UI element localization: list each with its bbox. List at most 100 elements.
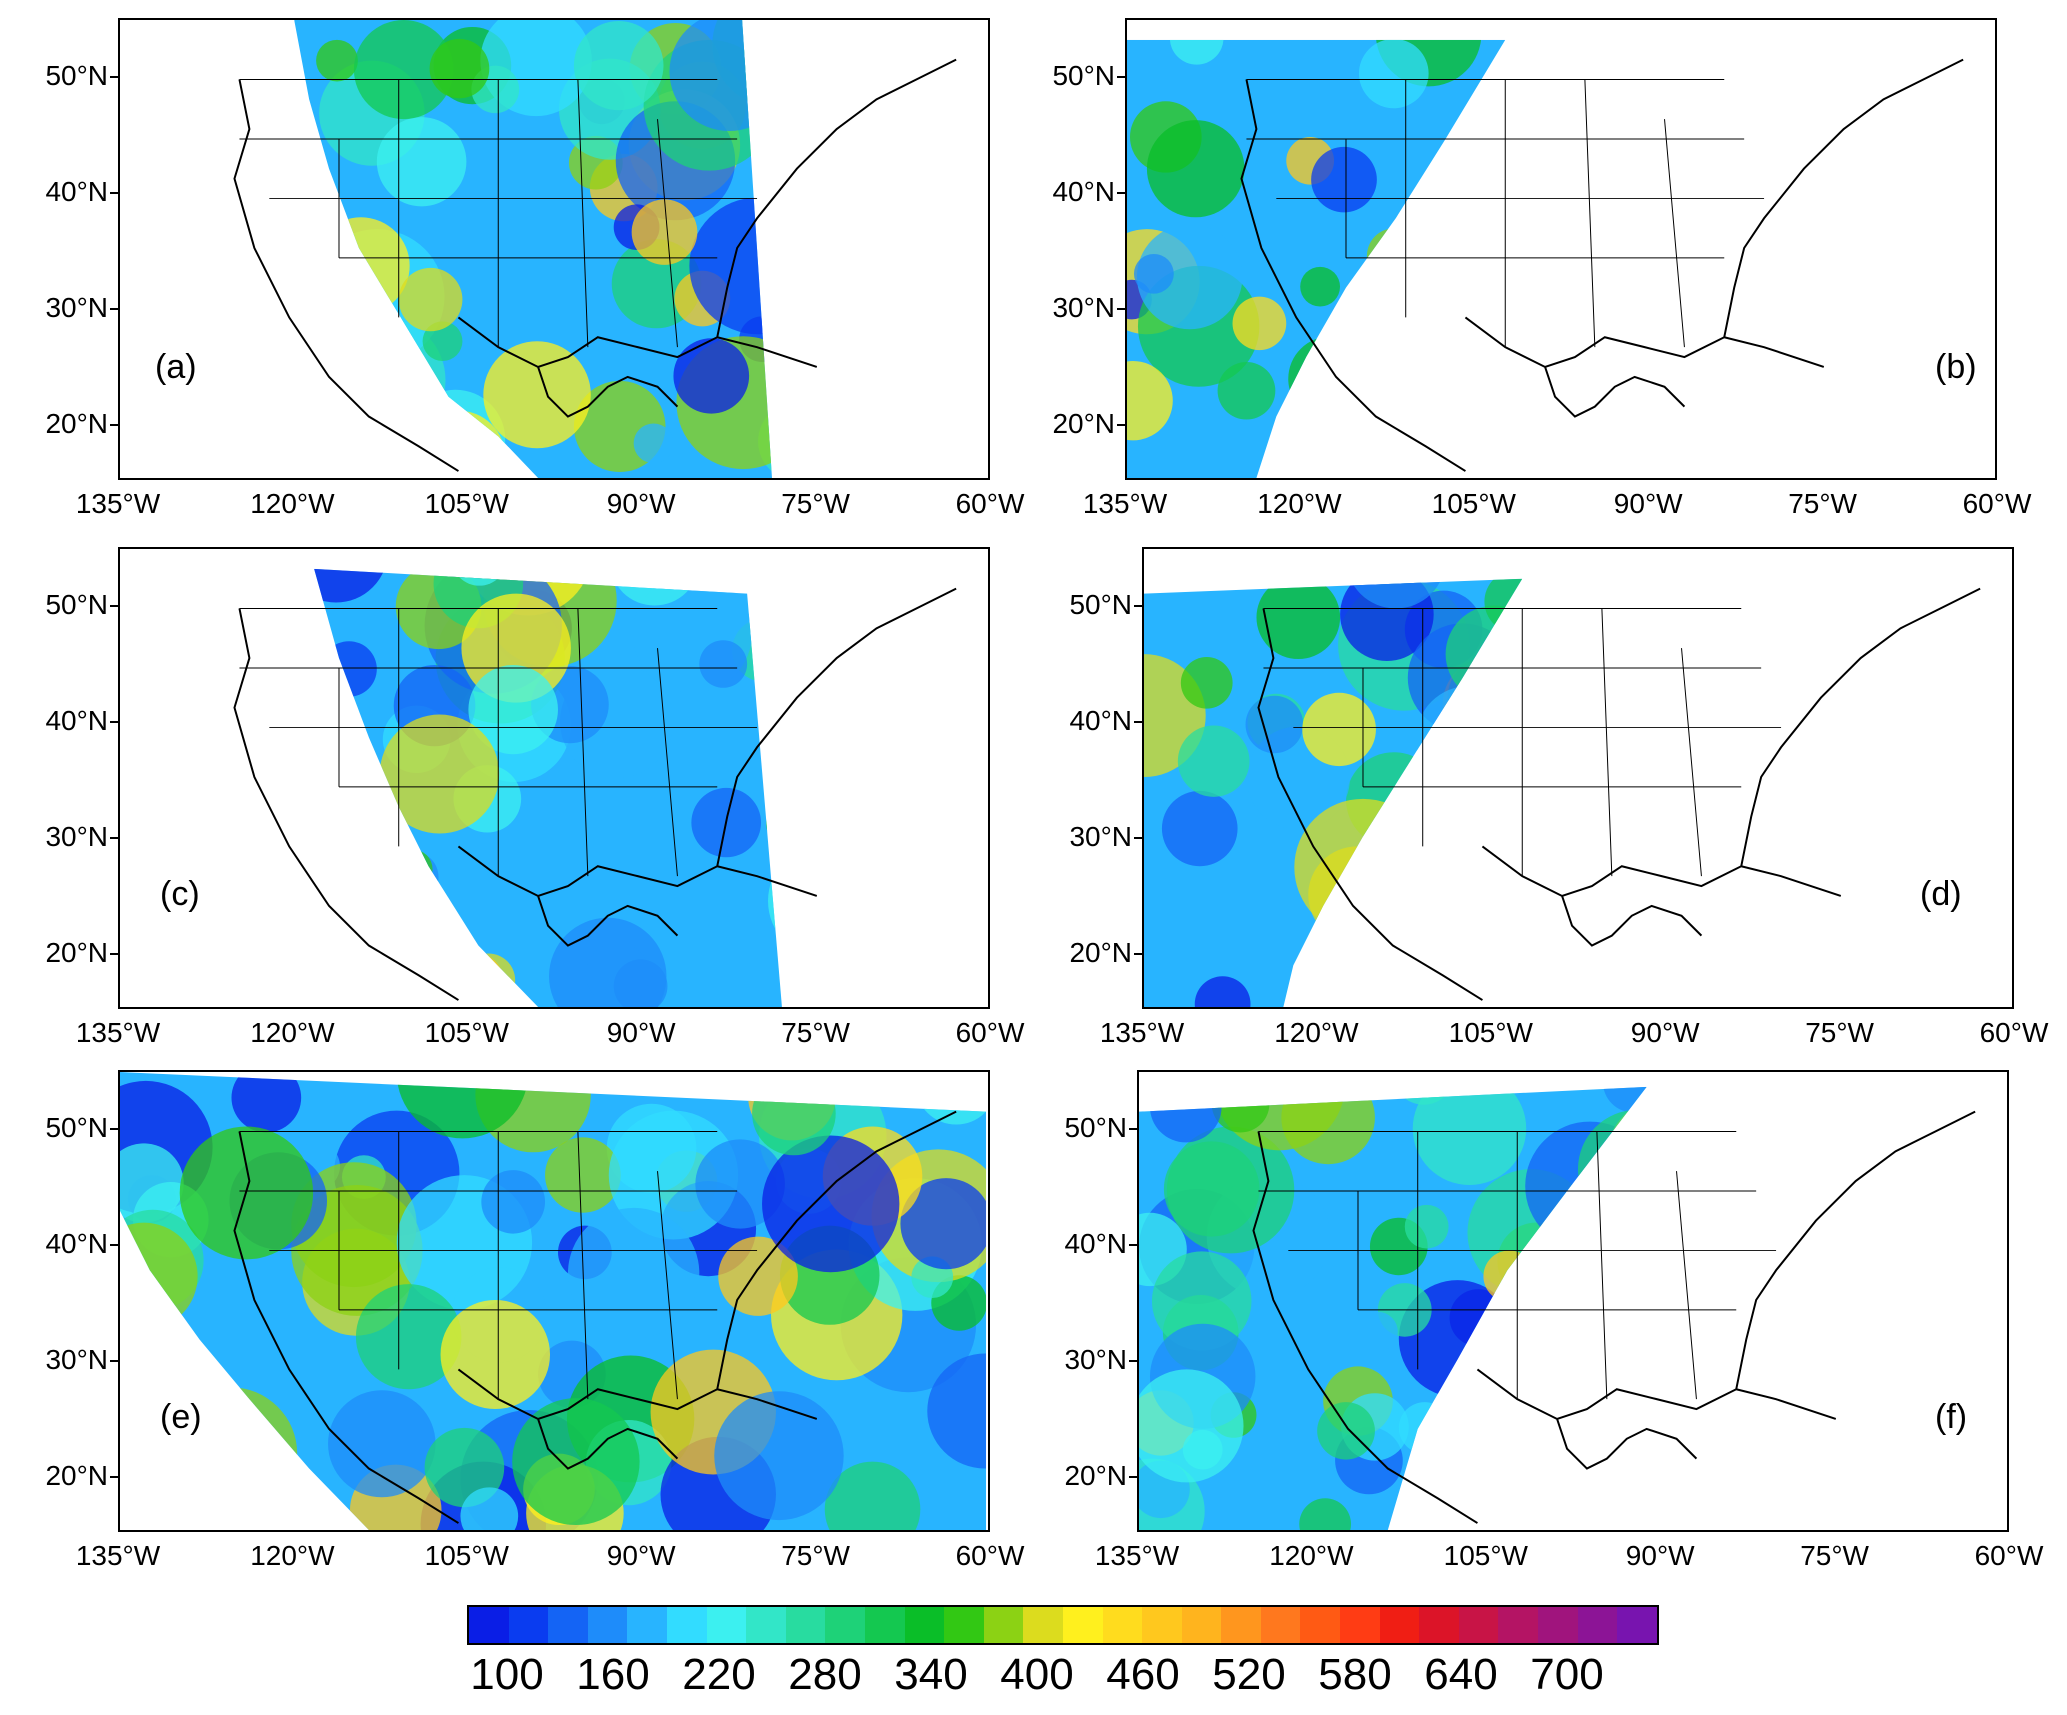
- map-panel-f: [1137, 1070, 2009, 1532]
- retrieval-field: [314, 568, 782, 1007]
- colorbar-swatch: [706, 1607, 747, 1643]
- map-panel-d: [1142, 547, 2014, 1009]
- colorbar-tick-label: 280: [788, 1650, 862, 1699]
- lat-tick-label: 40°N: [1064, 1228, 1127, 1259]
- colorbar-tick-label: 580: [1318, 1650, 1392, 1699]
- lon-tick-label: 120°W: [1257, 488, 1342, 519]
- lat-tick: [110, 953, 118, 955]
- retrieval-field: [1127, 39, 1506, 478]
- map-svg: [120, 1072, 987, 1530]
- lon-tick-label: 105°W: [1431, 488, 1516, 519]
- lat-tick: [1117, 424, 1125, 426]
- colorbar-swatch: [1142, 1607, 1182, 1643]
- lat-tick: [1129, 1128, 1137, 1130]
- colorbar-swatch: [785, 1607, 826, 1643]
- lat-tick: [110, 605, 118, 607]
- colorbar-swatch: [1419, 1607, 1459, 1643]
- map-svg: [1127, 39, 1964, 478]
- lon-tick-label: 135°W: [1082, 488, 1168, 519]
- panel-label: (b): [1935, 348, 1977, 386]
- state-borders: [1246, 78, 1765, 348]
- lat-tick: [1134, 721, 1142, 723]
- retrieval-field: [1139, 1086, 1647, 1530]
- state-borders: [239, 1130, 758, 1400]
- lat-tick-label: 20°N: [45, 937, 108, 968]
- lon-tick-label: 60°W: [955, 488, 1025, 519]
- retrieval-field: [294, 20, 772, 478]
- lat-tick: [110, 424, 118, 426]
- colorbar-swatch: [508, 1607, 549, 1643]
- colorbar-swatch: [1379, 1607, 1420, 1643]
- lat-tick-label: 50°N: [1064, 1112, 1127, 1143]
- colorbar: [467, 1605, 1659, 1645]
- lon-tick-label: 90°W: [1630, 1017, 1700, 1048]
- lat-tick-label: 40°N: [45, 176, 108, 207]
- map-svg: [1139, 1086, 1976, 1530]
- lat-tick: [1129, 1476, 1137, 1478]
- colorbar-swatch: [1181, 1607, 1222, 1643]
- colorbar-swatch: [1102, 1607, 1143, 1643]
- lat-tick-label: 40°N: [1069, 705, 1132, 736]
- panel-label: (e): [160, 1398, 202, 1436]
- panel-label: (f): [1935, 1398, 1968, 1436]
- lon-tick-label: 75°W: [781, 488, 850, 519]
- lat-tick-label: 20°N: [45, 408, 108, 439]
- panel-label: (c): [160, 875, 200, 913]
- lat-tick-label: 40°N: [1052, 176, 1115, 207]
- lon-tick-label: 75°W: [1805, 1017, 1874, 1048]
- map-panel-c: [118, 547, 990, 1009]
- coastline: [233, 58, 957, 472]
- colorbar-tick-label: 100: [470, 1650, 544, 1699]
- lon-tick-label: 75°W: [781, 1540, 850, 1571]
- lon-tick-label: 90°W: [606, 1540, 676, 1571]
- colorbar-swatch: [548, 1607, 588, 1643]
- colorbar-tick-label: 160: [576, 1650, 650, 1699]
- colorbar-swatch: [627, 1607, 667, 1643]
- lat-tick: [1117, 192, 1125, 194]
- colorbar-tick-label: 700: [1530, 1650, 1604, 1699]
- lon-tick-label: 90°W: [606, 1017, 676, 1048]
- colorbar-swatch: [666, 1607, 707, 1643]
- lon-tick-label: 60°W: [1974, 1540, 2044, 1571]
- lat-tick-label: 30°N: [45, 292, 108, 323]
- lat-tick: [110, 721, 118, 723]
- colorbar-tick-label: 340: [894, 1650, 968, 1699]
- lat-tick: [110, 837, 118, 839]
- map-panel-a: [118, 18, 990, 480]
- state-borders: [1258, 1130, 1777, 1400]
- lat-tick-label: 20°N: [1064, 1460, 1127, 1491]
- colorbar-swatch: [1577, 1607, 1618, 1643]
- lon-tick-label: 135°W: [75, 488, 161, 519]
- lon-tick-label: 135°W: [75, 1017, 161, 1048]
- map-svg: [1144, 578, 1981, 1007]
- lat-tick: [110, 1244, 118, 1246]
- colorbar-swatch: [1062, 1607, 1103, 1643]
- lat-tick-label: 30°N: [45, 1344, 108, 1375]
- lat-tick-label: 20°N: [1069, 937, 1132, 968]
- lon-tick-label: 60°W: [955, 1017, 1025, 1048]
- lat-tick-label: 50°N: [1052, 60, 1115, 91]
- lat-tick-label: 40°N: [45, 1228, 108, 1259]
- colorbar-tick-label: 220: [682, 1650, 756, 1699]
- lon-tick-label: 135°W: [1099, 1017, 1185, 1048]
- lat-tick: [110, 1360, 118, 1362]
- lon-tick-label: 60°W: [1979, 1017, 2049, 1048]
- colorbar-swatch: [825, 1607, 865, 1643]
- colorbar-swatch: [1221, 1607, 1261, 1643]
- retrieval-field: [120, 1072, 987, 1530]
- lat-tick: [1129, 1244, 1137, 1246]
- colorbar-swatch: [1538, 1607, 1578, 1643]
- lat-tick: [1134, 605, 1142, 607]
- lon-tick-label: 120°W: [1274, 1017, 1359, 1048]
- lat-tick-label: 50°N: [45, 60, 108, 91]
- lon-tick-label: 105°W: [1443, 1540, 1528, 1571]
- colorbar-tick-label: 520: [1212, 1650, 1286, 1699]
- coastline: [1252, 1110, 1976, 1524]
- colorbar-swatch: [469, 1607, 509, 1643]
- coastline: [1240, 58, 1964, 472]
- lat-tick: [1134, 953, 1142, 955]
- lat-tick-label: 50°N: [45, 1112, 108, 1143]
- lat-tick: [1117, 308, 1125, 310]
- colorbar-tick-label: 640: [1424, 1650, 1498, 1699]
- colorbar-swatch: [944, 1607, 984, 1643]
